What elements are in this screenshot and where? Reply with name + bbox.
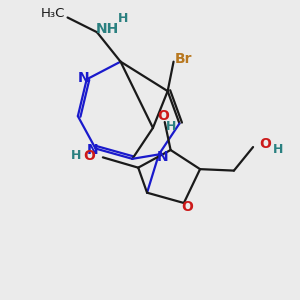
Text: H: H: [273, 143, 283, 157]
Text: O: O: [157, 109, 169, 123]
Text: N: N: [78, 71, 90, 85]
Text: O: O: [181, 200, 193, 214]
Text: H: H: [71, 149, 82, 162]
Text: N: N: [157, 150, 168, 164]
Text: Br: Br: [175, 52, 193, 66]
Text: N: N: [87, 143, 98, 157]
Text: O: O: [84, 149, 96, 163]
Text: H: H: [118, 13, 129, 26]
Text: H₃C: H₃C: [40, 7, 65, 20]
Text: H: H: [165, 120, 176, 133]
Text: NH: NH: [96, 22, 119, 36]
Text: O: O: [259, 137, 271, 151]
